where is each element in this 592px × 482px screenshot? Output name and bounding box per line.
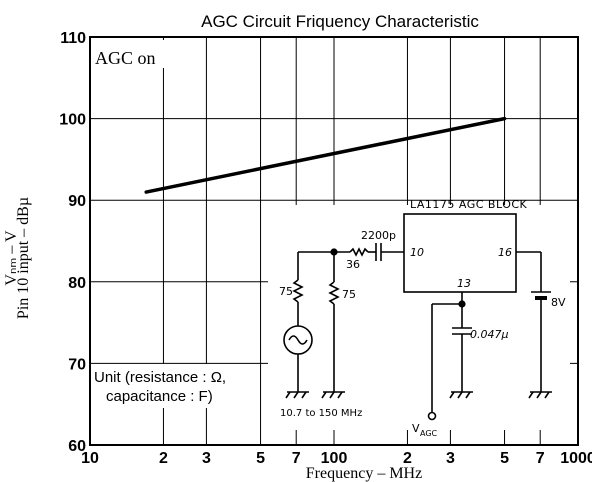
battery-label: 8V: [551, 296, 566, 309]
unit-note-line1: Unit (resistance : Ω,: [94, 369, 226, 386]
vagc-sub-label: AGC: [420, 429, 438, 438]
r-left-label: 75: [279, 285, 293, 298]
cap-agc-label: 0.047µ: [470, 328, 509, 341]
x-tick-label: 5: [256, 450, 265, 467]
ic-block-label: LA1175 AGC BLOCK: [410, 198, 528, 211]
pin-13-label: 13: [457, 277, 471, 290]
y-axis-label: Pin 10 input – dBµ: [15, 197, 32, 319]
vagc-label: V: [412, 422, 420, 435]
series-line-agc-on: [144, 116, 507, 194]
x-tick-label: 3: [446, 450, 455, 467]
y-tick-label: 90: [68, 193, 86, 210]
x-tick-label: 1000: [560, 450, 592, 467]
cap-input-label: 2200p: [361, 229, 396, 242]
pin-16-label: 16: [498, 246, 512, 259]
ic-block: [403, 213, 517, 293]
r-right-label: 75: [342, 288, 356, 301]
circuit-labels: LA1175 AGC BLOCK 10 16 13 2200p 36 75 75…: [279, 198, 566, 438]
agc-on-label-bg: [92, 40, 172, 68]
agc-on-label: AGC on: [95, 48, 156, 68]
chart-title: AGC Circuit Friquency Characteristic: [201, 12, 479, 31]
x-tick-label: 7: [536, 450, 545, 467]
plot-frame: [89, 36, 579, 446]
unit-note-line2: capacitance : F): [106, 388, 213, 405]
x-tick-label: 7: [292, 450, 301, 467]
y-tick-labels: 60 70 80 90 100 110: [59, 30, 86, 455]
x-tick-label: 100: [321, 450, 348, 467]
series: [144, 116, 507, 194]
source-range-label: 10.7 to 150 MHz: [280, 408, 362, 419]
y-tick-label: 80: [68, 275, 86, 292]
x-tick-labels: 10 2 3 5 7 100 2 3 5 7 1000: [81, 450, 592, 467]
y-tick-label: 100: [59, 112, 86, 129]
x-tick-label: 3: [202, 450, 211, 467]
r-series-label: 36: [346, 258, 360, 271]
circuit-schematic: [268, 205, 570, 430]
x-tick-label: 2: [159, 450, 168, 467]
unit-note-bg: [92, 364, 260, 408]
y-tick-label: 110: [60, 30, 86, 47]
y-tick-label: 70: [68, 356, 86, 373]
vagc-terminal: [427, 411, 437, 421]
y-axis-label-cut: Vₙₘ – V: [3, 230, 20, 286]
x-tick-label: 10: [81, 450, 99, 467]
x-tick-label: 2: [403, 450, 412, 467]
x-axis-label: Frequency – MHz: [306, 465, 422, 482]
x-tick-label: 5: [500, 450, 509, 467]
pin-10-label: 10: [410, 246, 424, 259]
y-tick-label: 60: [68, 438, 86, 455]
